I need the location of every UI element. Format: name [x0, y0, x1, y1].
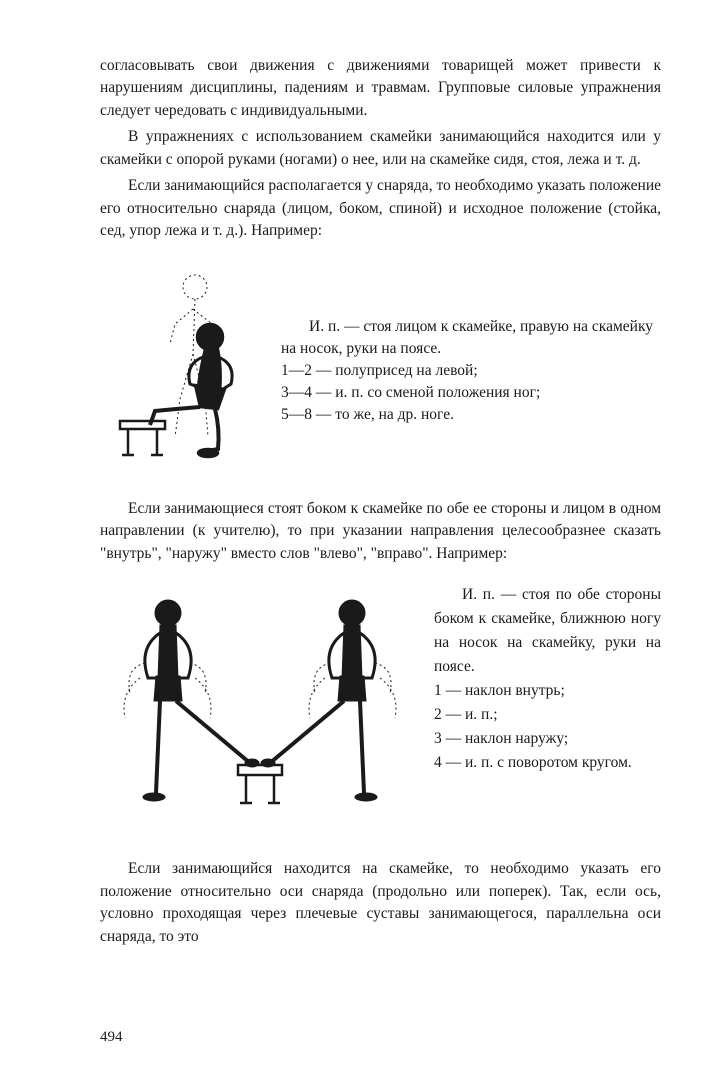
ex2-line1: 1 — наклон внутрь;: [434, 679, 661, 703]
ex2-line3: 3 — наклон наружу;: [434, 727, 661, 751]
ex1-line3: 5—8 — то же, на др. ноге.: [281, 404, 661, 426]
paragraph-4: Если занимающиеся стоят боком к скамейке…: [100, 498, 661, 565]
figure-1-caption: И. п. — стоя лицом к скамейке, правую на…: [281, 316, 661, 426]
ex2-line2: 2 — и. п.;: [434, 703, 661, 727]
figure-block-2: И. п. — стоя по обе стороны боком к ска­…: [100, 583, 661, 838]
paragraph-1: согласовывать свои движения с движениями…: [100, 55, 661, 122]
figure-2-caption: И. п. — стоя по обе стороны боком к ска­…: [434, 583, 661, 775]
figure-1-illustration: [100, 269, 265, 474]
ex1-line2: 3—4 — и. п. со сменой положения ног;: [281, 382, 661, 404]
ex1-intro: И. п. — стоя лицом к скамейке, правую на…: [281, 316, 661, 360]
ex1-line1: 1—2 — полуприсед на левой;: [281, 360, 661, 382]
ex2-intro: И. п. — стоя по обе стороны боком к ска­…: [434, 583, 661, 679]
paragraph-2: В упражнениях с использованием скамейки …: [100, 126, 661, 171]
ex2-line4: 4 — и. п. с поворотом кругом.: [434, 751, 661, 775]
paragraph-3: Если занимающийся располагается у снаряд…: [100, 175, 661, 242]
figure-2-illustration: [100, 583, 420, 838]
figure-block-1: И. п. — стоя лицом к скамейке, правую на…: [100, 269, 661, 474]
page-number: 494: [100, 1029, 123, 1046]
paragraph-5: Если занимающийся находится на скамейке,…: [100, 858, 661, 948]
